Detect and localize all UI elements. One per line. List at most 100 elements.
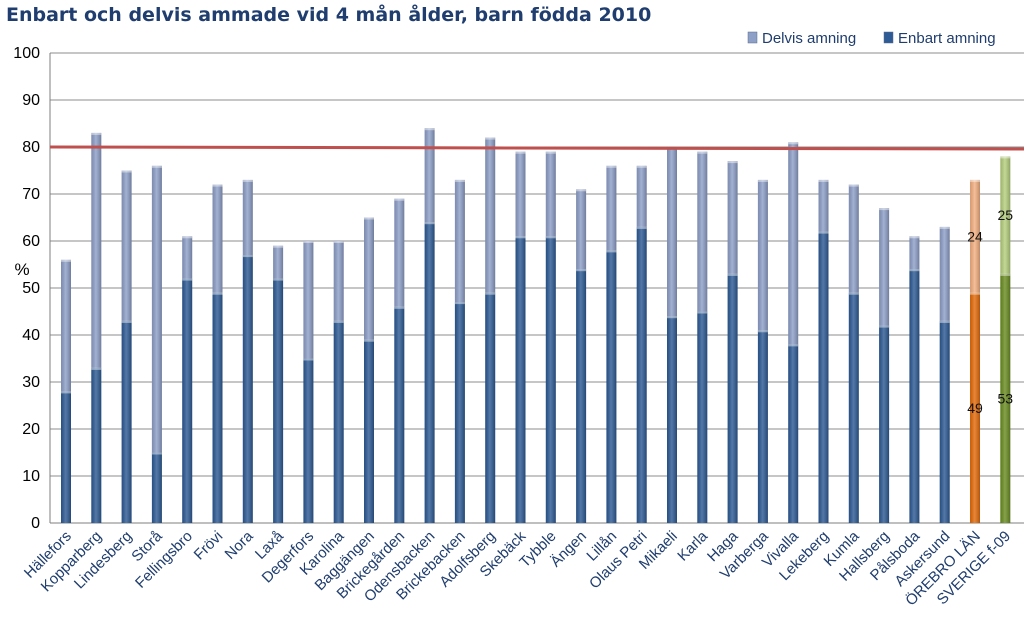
bar-cap: [545, 151, 556, 154]
bar-shade: [818, 231, 829, 523]
bar-shade: [212, 292, 223, 523]
bar-cap: [303, 358, 314, 361]
bar-shade: [485, 137, 496, 293]
bar-shade: [909, 269, 920, 523]
bar-shade: [788, 142, 799, 345]
axes: 0 10 20 30 40 50 60 70 80 90 100%: [13, 45, 1024, 532]
bar-shade: [818, 179, 829, 232]
bar-shade: [303, 358, 314, 523]
bar-cap: [848, 292, 859, 295]
bar-shade: [91, 367, 102, 523]
bar-cap: [273, 278, 284, 281]
bar-cap: [788, 344, 799, 347]
bar-shade: [970, 292, 980, 523]
bar-shade: [697, 151, 708, 312]
bar-shade: [636, 226, 647, 523]
y-tick-label: 0: [31, 515, 40, 532]
bar-shade: [121, 320, 132, 523]
bar-cap: [212, 184, 223, 187]
bar-cap: [818, 179, 829, 182]
bar-cap: [182, 278, 193, 281]
bar-cap: [364, 217, 374, 220]
data-label: 25: [998, 207, 1014, 223]
bar-shade: [606, 250, 617, 523]
bar-shade: [879, 208, 890, 326]
x-tick-label: Frövi: [191, 528, 227, 564]
data-label: 53: [998, 390, 1014, 406]
bar-shade: [61, 259, 71, 392]
bar-shade: [879, 325, 890, 523]
data-label: 49: [967, 400, 983, 416]
bar-cap: [61, 259, 71, 262]
bar-cap: [848, 184, 859, 187]
bar-shade: [454, 179, 465, 303]
bar-shade: [727, 273, 738, 523]
bar-cap: [757, 179, 768, 182]
bar-shade: [939, 320, 950, 523]
bar-shade: [333, 241, 344, 321]
bar-shade: [212, 184, 223, 293]
bar-cap: [1000, 156, 1011, 159]
x-tick-label: Karla: [674, 527, 711, 564]
bar-cap: [545, 236, 556, 239]
bar-cap: [697, 151, 708, 154]
y-tick-label: 80: [22, 139, 40, 156]
bar-cap: [697, 311, 708, 314]
bar-shade: [606, 165, 617, 251]
bar-shade: [757, 179, 768, 331]
bar-shade: [333, 320, 344, 523]
bar-cap: [970, 179, 980, 182]
bar-cap: [879, 325, 890, 328]
y-tick-label: 70: [22, 186, 40, 203]
bars: [61, 128, 1011, 524]
bar-cap: [182, 236, 193, 239]
bar-shade: [909, 236, 920, 270]
legend-label: Enbart amning: [898, 30, 996, 47]
bar-cap: [485, 137, 496, 140]
bar-cap: [91, 132, 102, 135]
bar-cap: [939, 226, 950, 229]
bar-cap: [424, 128, 435, 131]
y-tick-label: 20: [22, 421, 40, 438]
bar-shade: [788, 344, 799, 523]
bar-cap: [727, 161, 738, 164]
bar-shade: [273, 278, 284, 523]
bar-cap: [515, 236, 526, 239]
y-tick-label: 100: [13, 45, 40, 62]
bar-shade: [485, 292, 496, 523]
bar-shade: [91, 132, 102, 368]
bar-shade: [151, 165, 162, 453]
bar-shade: [121, 170, 132, 321]
bar-shade: [1000, 273, 1011, 523]
bar-cap: [606, 250, 617, 253]
bar-cap: [757, 330, 768, 333]
bar-cap: [333, 241, 344, 243]
bar-cap: [121, 320, 132, 323]
bar-shade: [1000, 156, 1011, 274]
bar-cap: [515, 151, 526, 154]
bar-shade: [394, 198, 405, 307]
y-tick-label: 10: [22, 468, 40, 485]
bar-cap: [970, 292, 980, 295]
bar-shade: [515, 236, 526, 524]
legend: Delvis amning Enbart amning: [747, 30, 996, 47]
bar-cap: [485, 292, 496, 295]
data-label: 24: [967, 228, 983, 244]
y-tick-label: 40: [22, 327, 40, 344]
x-tick-label: Nora: [222, 527, 257, 562]
bar-cap: [394, 198, 405, 201]
bar-cap: [909, 269, 920, 272]
bar-shade: [727, 161, 738, 274]
bar-cap: [454, 179, 465, 182]
y-axis-label: %: [14, 260, 29, 279]
y-tick-label: 90: [22, 92, 40, 109]
gridlines: [50, 52, 1024, 477]
bar-shade: [848, 292, 859, 523]
y-tick-label: 50: [22, 280, 40, 297]
bar-cap: [576, 189, 587, 192]
bar-cap: [61, 391, 71, 394]
bar-cap: [91, 367, 102, 370]
bar-shade: [697, 311, 708, 523]
legend-label: Delvis amning: [762, 30, 856, 47]
bar-shade: [515, 151, 526, 237]
